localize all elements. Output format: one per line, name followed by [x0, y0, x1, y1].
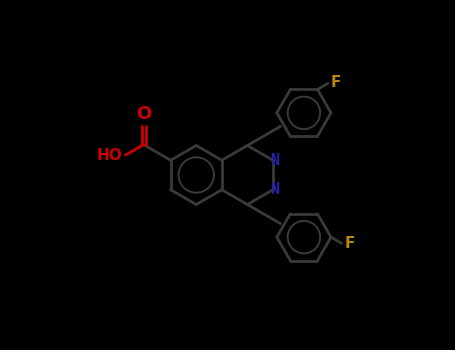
- Text: O: O: [136, 105, 151, 123]
- Text: N: N: [270, 153, 279, 168]
- Text: F: F: [344, 236, 354, 251]
- Text: N: N: [270, 182, 279, 197]
- Text: HO: HO: [97, 148, 123, 162]
- Text: F: F: [331, 75, 341, 90]
